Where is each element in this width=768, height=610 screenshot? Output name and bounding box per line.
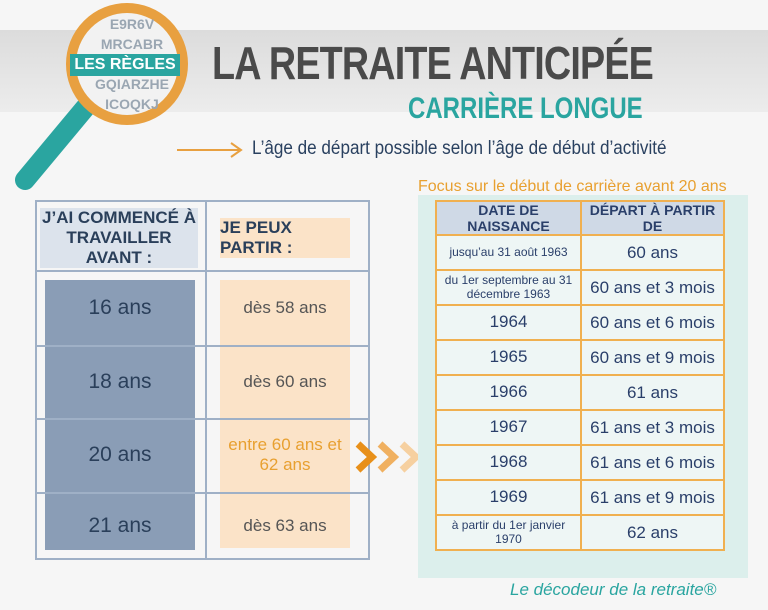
focus-row: 1964 60 ans et 6 mois	[435, 304, 725, 341]
focus-table: DATE DE NAISSANCE DÉPART À PARTIR DE jus…	[435, 200, 725, 551]
departure-age: 60 ans et 3 mois	[580, 269, 725, 306]
lens-letter-row: ICOQKJ	[105, 96, 159, 112]
birth-date: jusqu’au 31 août 1963	[435, 234, 582, 271]
focus-row: jusqu’au 31 août 1963 60 ans	[435, 234, 725, 271]
birth-date: à partir du 1er janvier 1970	[435, 514, 582, 551]
right-header: JE PEUX PARTIR :	[220, 218, 350, 258]
lens-letters: E9R6VMRCABRIJSKOKEHGQIARZHEICOQKJ	[82, 14, 182, 114]
birth-date: 1966	[435, 374, 582, 411]
arrow	[177, 142, 243, 158]
leave-age: dès 63 ans	[243, 516, 327, 535]
leave-age: entre 60 ans et 62 ans	[228, 435, 342, 474]
intro: L’âge de départ possible selon l’âge de …	[252, 138, 667, 159]
col-divider	[205, 200, 207, 560]
departure-age: 62 ans	[580, 514, 725, 551]
left-table	[35, 200, 370, 560]
orange-band	[220, 280, 350, 548]
row-divider	[35, 418, 370, 420]
left-header: J’AI COMMENCÉ À TRAVAILLER AVANT :	[40, 208, 198, 268]
leave-age: dès 60 ans	[243, 371, 327, 391]
departure-age: 60 ans et 9 mois	[580, 339, 725, 376]
subtitle: CARRIÈRE LONGUE	[408, 92, 643, 125]
departure-age: 60 ans	[580, 234, 725, 271]
birth-date: 1965	[435, 339, 582, 376]
departure-age: 61 ans et 9 mois	[580, 479, 725, 516]
lens-letter-row: E9R6V	[109, 16, 155, 32]
focus-row: 1969 61 ans et 9 mois	[435, 479, 725, 516]
focus-row: 1965 60 ans et 9 mois	[435, 339, 725, 376]
departure-age: 61 ans et 6 mois	[580, 444, 725, 481]
birth-date: 1968	[435, 444, 582, 481]
focus-header: DÉPART À PARTIR DE	[580, 200, 725, 236]
leave-age: dès 58 ans	[243, 297, 327, 317]
lens-letter-row: MRCABR	[100, 36, 164, 52]
chevrons	[355, 441, 422, 473]
departure-age: 60 ans et 6 mois	[580, 304, 725, 341]
birth-date: 1967	[435, 409, 582, 446]
birth-date: 1964	[435, 304, 582, 341]
start-age: 18 ans	[88, 369, 152, 393]
birth-date: du 1er septembre au 31 décembre 1963	[435, 269, 582, 306]
focus-row: à partir du 1er janvier 1970 62 ans	[435, 514, 725, 551]
lens-label: LES RÈGLES	[70, 54, 180, 76]
focus-row: du 1er septembre au 31 décembre 1963 60 a…	[435, 269, 725, 306]
focus-row: 1968 61 ans et 6 mois	[435, 444, 725, 481]
start-age: 21 ans	[88, 514, 152, 537]
header-divider	[35, 270, 370, 272]
departure-age: 61 ans et 3 mois	[580, 409, 725, 446]
departure-age: 61 ans	[580, 374, 725, 411]
focus-header: DATE DE NAISSANCE	[435, 200, 582, 236]
row-divider	[35, 492, 370, 494]
start-age: 20 ans	[88, 443, 152, 466]
start-age: 16 ans	[88, 295, 152, 319]
title: LA RETRAITE ANTICIPÉE	[212, 37, 654, 89]
focus-title: Focus sur le début de carrière avant 20 …	[418, 178, 727, 195]
focus-row: 1967 61 ans et 3 mois	[435, 409, 725, 446]
footer: Le décodeur de la retraite®	[510, 580, 717, 599]
row-divider	[35, 345, 370, 347]
focus-row: 1966 61 ans	[435, 374, 725, 411]
birth-date: 1969	[435, 479, 582, 516]
lens-letter-row: GQIARZHE	[95, 76, 169, 92]
blue-band	[45, 280, 195, 550]
